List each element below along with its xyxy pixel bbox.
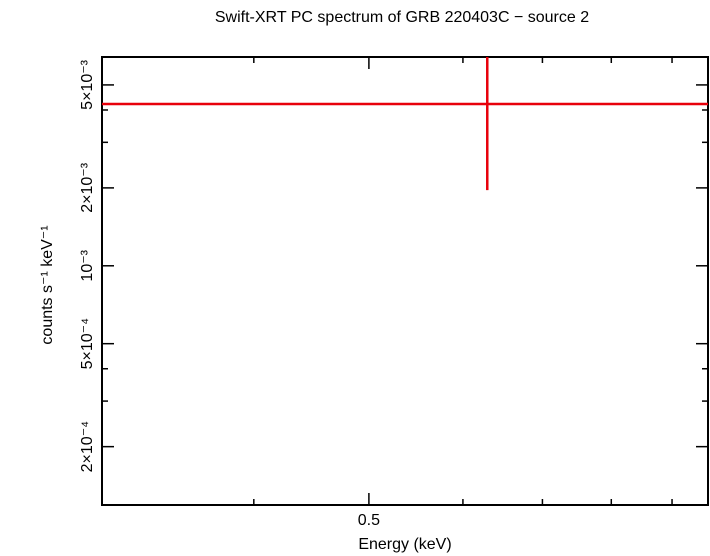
- y-tick-label: 10⁻³: [79, 249, 96, 281]
- plot-frame: [101, 56, 709, 506]
- x-axis-title: Energy (keV): [358, 536, 451, 553]
- chart-title: Swift-XRT PC spectrum of GRB 220403C − s…: [215, 9, 589, 26]
- x-tick-label: 0.5: [358, 512, 380, 529]
- y-axis-title: counts s⁻¹ keV⁻¹: [39, 225, 56, 344]
- y-tick-label: 2×10⁻³: [79, 162, 96, 212]
- y-tick-label: 5×10⁻⁴: [79, 318, 96, 369]
- plot-area: [102, 57, 708, 191]
- y-tick-label: 5×10⁻³: [79, 59, 96, 109]
- y-tick-label: 2×10⁻⁴: [79, 421, 96, 472]
